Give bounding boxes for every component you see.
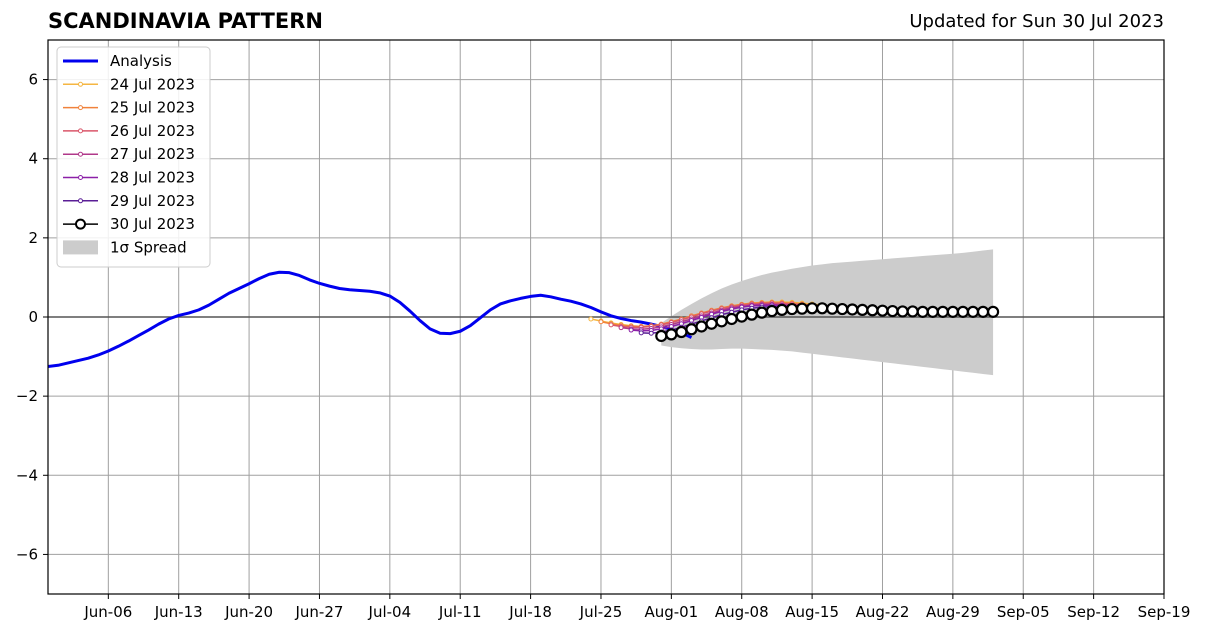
forecast-point (655, 329, 668, 343)
legend-marker (78, 175, 83, 180)
x-tick-label: Aug-22 (856, 603, 910, 621)
forecast-point (765, 304, 778, 318)
x-tick-label: Sep-19 (1138, 603, 1191, 621)
forecast-point (856, 303, 869, 316)
y-tick-label: 0 (28, 308, 38, 326)
x-tick-label: Jul-11 (438, 603, 482, 621)
chart-subtitle: Updated for Sun 30 Jul 2023 (909, 11, 1164, 32)
forecast-point (755, 306, 768, 319)
y-tick-label: 2 (28, 229, 38, 247)
legend-marker (78, 198, 83, 204)
forecast-point (648, 330, 654, 336)
legend-label: 27 Jul 2023 (110, 145, 195, 163)
forecast-point (725, 312, 738, 326)
forecast-point (936, 305, 949, 318)
x-tick-label: Aug-08 (715, 603, 769, 621)
x-tick-label: Aug-01 (644, 603, 698, 621)
legend-marker (78, 105, 83, 111)
forecast-point (986, 305, 1000, 318)
forecast-point (735, 310, 748, 323)
legend-marker (78, 128, 83, 134)
x-tick-label: Jun-27 (294, 603, 343, 621)
forecast-point (618, 325, 624, 331)
y-tick-label: 4 (28, 150, 38, 168)
forecast-point (826, 302, 839, 315)
forecast-point (816, 302, 829, 315)
forecast-point (876, 304, 889, 317)
forecast-point (806, 302, 819, 315)
legend-label: 26 Jul 2023 (110, 122, 195, 140)
legend-marker (78, 81, 83, 87)
y-tick-label: 6 (28, 71, 38, 89)
forecast-point (846, 303, 859, 316)
forecast-point (916, 305, 929, 318)
chart-title: SCANDINAVIA PATTERN (48, 9, 323, 33)
forecast-point (836, 302, 849, 316)
x-tick-label: Jul-18 (508, 603, 552, 621)
x-tick-label: Aug-15 (785, 603, 839, 621)
forecast-point (896, 305, 909, 318)
forecast-point (956, 305, 970, 318)
legend-label: Analysis (110, 52, 172, 70)
legend-label: 28 Jul 2023 (110, 169, 195, 187)
legend: Analysis 24 Jul 2023 25 Jul 2023 26 Jul 202… (56, 46, 211, 268)
x-tick-label: Aug-29 (926, 603, 980, 621)
x-tick-label: Sep-05 (997, 603, 1050, 621)
x-tick-label: Jul-04 (368, 603, 412, 621)
forecast-point (675, 325, 688, 339)
legend-marker (78, 151, 83, 157)
forecast-point (976, 305, 990, 318)
forecast-point (705, 317, 718, 330)
analysis-line (48, 270, 693, 368)
legend-marker (75, 218, 86, 230)
legend-swatch (63, 240, 98, 255)
forecast-point (588, 316, 594, 322)
forecast-point (966, 305, 980, 318)
forecast-point (795, 302, 809, 315)
forecast-point (638, 330, 644, 336)
forecast-point (598, 319, 604, 325)
legend-label: 1σ Spread (110, 238, 187, 256)
forecast-point (745, 308, 758, 321)
forecast-point (608, 322, 614, 328)
forecast-point (665, 328, 678, 341)
y-tick-label: −4 (16, 466, 38, 484)
forecast-point (926, 305, 939, 318)
forecast-point (775, 303, 789, 316)
forecast-point (685, 323, 698, 336)
legend-label: 30 Jul 2023 (110, 215, 195, 233)
forecast-point (695, 320, 708, 333)
forecast-point (906, 305, 919, 318)
plot-layer (48, 249, 1164, 376)
spread-band (661, 249, 994, 376)
x-tick-label: Jun-06 (83, 603, 132, 621)
legend-label: 29 Jul 2023 (110, 192, 195, 210)
x-tick-label: Jun-20 (224, 603, 273, 621)
forecast-point (866, 304, 879, 317)
forecast-point (946, 305, 959, 318)
legend-label: 25 Jul 2023 (110, 99, 195, 117)
x-tick-label: Sep-12 (1067, 603, 1120, 621)
legend-box (56, 46, 211, 268)
forecast-line (610, 302, 823, 329)
forecast-point (628, 327, 634, 333)
y-tick-label: −6 (16, 545, 38, 563)
legend-label: 24 Jul 2023 (110, 75, 195, 93)
forecast-point (785, 302, 799, 316)
forecast-point (886, 304, 899, 318)
x-tick-label: Jul-25 (579, 603, 623, 621)
x-tick-label: Jun-13 (154, 603, 203, 621)
forecast-point (715, 315, 728, 328)
y-tick-label: −2 (16, 387, 38, 405)
